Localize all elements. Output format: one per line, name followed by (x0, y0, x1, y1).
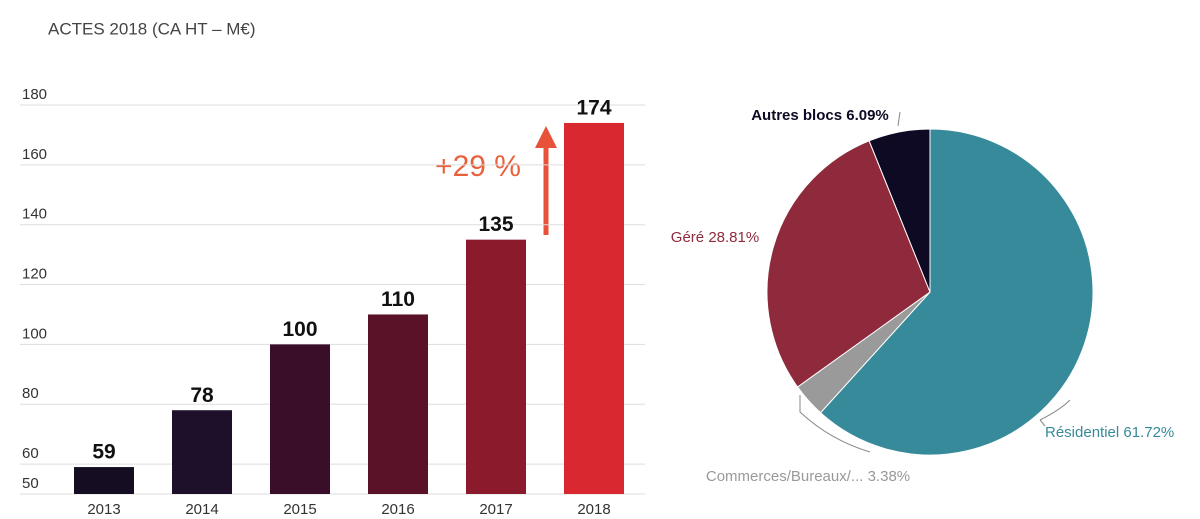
data-label: 78 (190, 384, 214, 407)
x-tick-label: 2015 (283, 501, 316, 518)
slice-label: Résidentiel 61.72% (1045, 424, 1174, 441)
slice-value: 6.09% (846, 107, 889, 124)
slice-name: Géré (671, 229, 704, 246)
x-tick-label: 2016 (381, 501, 414, 518)
bar (466, 239, 526, 494)
bar (368, 314, 428, 494)
x-tick-label: 2014 (185, 501, 218, 518)
leader-lines (799, 111, 1071, 453)
data-label: 110 (381, 288, 415, 311)
x-tick-label: 2017 (479, 501, 512, 518)
slice-name: Commerces/Bureaux/... (706, 468, 864, 485)
data-label: 59 (92, 441, 115, 464)
y-tick-label: 50 (22, 475, 39, 492)
annotation: +29 % (435, 150, 521, 183)
y-tick-label: 180 (22, 86, 47, 103)
x-tick-label: 2013 (87, 501, 120, 518)
arrow-head (535, 126, 557, 148)
bar (270, 344, 330, 494)
y-tick-label: 80 (22, 385, 39, 402)
bar (172, 410, 232, 494)
y-tick-label: 160 (22, 146, 47, 163)
pie-slice (868, 128, 931, 293)
data-label: 174 (576, 97, 611, 120)
slice-name: Résidentiel (1045, 424, 1119, 441)
pie-slice (819, 128, 1094, 456)
slice-name: Autres blocs (751, 107, 842, 124)
pie-slice (766, 140, 931, 388)
data-label: 135 (478, 213, 513, 236)
slice-value: 28.81% (708, 229, 759, 246)
bar (74, 467, 134, 494)
data-label: 100 (282, 318, 317, 341)
slice-value: 3.38% (868, 468, 911, 485)
y-tick-label: 140 (22, 206, 47, 223)
y-tick-label: 100 (22, 325, 47, 342)
slice-label: Géré 28.81% (671, 229, 759, 246)
slice-label: Autres blocs 6.09% (751, 107, 889, 124)
y-tick-label: 60 (22, 445, 39, 462)
y-tick-label: 120 (22, 266, 47, 283)
x-tick-label: 2018 (577, 501, 610, 518)
bar (564, 122, 624, 494)
chart-title: ACTES 2018 (CA HT – M€) (48, 19, 256, 38)
slice-label: Commerces/Bureaux/... 3.38% (706, 468, 910, 485)
slice-value: 61.72% (1123, 424, 1174, 441)
